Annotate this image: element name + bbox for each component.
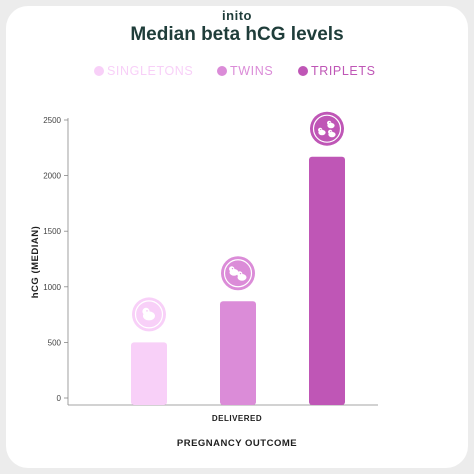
y-tick-label: 1500 [43,227,61,236]
twin-embryos-icon [221,256,255,291]
y-tick-label: 2000 [43,172,61,181]
legend-item-twins: TWINS [217,63,273,79]
y-tick-label: 2500 [43,116,61,125]
x-axis-title: PREGNANCY OUTCOME [177,438,297,449]
legend-swatch-singletons [94,66,104,76]
legend-label-twins: TWINS [230,64,274,78]
x-category-label: DELIVERED [212,414,262,423]
legend-label-singletons: SINGLETONS [107,64,194,78]
y-tick-label: 1000 [43,283,61,292]
y-tick-label: 0 [57,394,62,403]
legend-item-triplets: TRIPLETS [298,63,376,79]
y-tick-label: 500 [48,338,62,347]
bar-series [131,156,345,405]
legend-swatch-triplets [298,66,308,76]
legend-label-triplets: TRIPLETS [311,64,376,78]
y-axis-ticks: 0 500 1000 1500 2000 2500 [43,116,68,403]
chart-title: Median beta hCG levels [130,24,344,45]
legend-item-singletons: SINGLETONS [94,63,193,79]
bar-icons [132,111,344,332]
bar-singletons [131,342,167,405]
chart-legend: SINGLETONS TWINS TRIPLETS [0,63,474,79]
bar-twins [220,301,256,405]
single-embryo-icon [132,297,166,332]
bar-triplets [309,156,345,405]
brand-logo: inito [222,8,252,23]
y-axis-title: hCG (MEDIAN) [30,226,41,299]
triple-embryos-icon [310,111,344,146]
legend-swatch-twins [217,66,227,76]
